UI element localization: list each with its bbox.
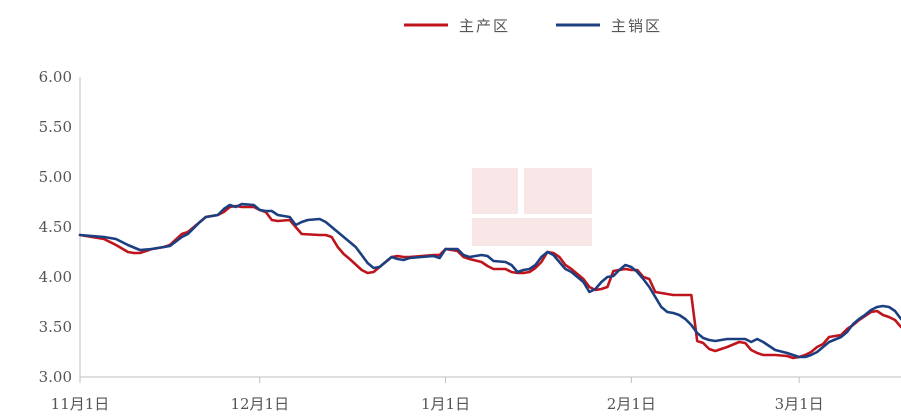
x-tick-label: 3月1日 (775, 395, 824, 413)
legend-label: 主产区 (459, 17, 510, 35)
y-tick-label: 3.50 (39, 318, 72, 336)
x-axis: 11月1日 12月1日 1月1日 2月1日 3月1日 (51, 376, 901, 413)
x-tick-label: 11月1日 (51, 395, 110, 413)
legend-label: 主销区 (611, 17, 662, 35)
y-tick-label: 4.50 (39, 218, 72, 236)
y-tick-label: 4.00 (39, 268, 72, 286)
y-axis: 3.00 3.50 4.00 4.50 5.00 5.50 6.00 (39, 68, 81, 386)
legend: 主产区 主销区 (404, 17, 662, 35)
y-tick-label: 5.50 (39, 118, 72, 136)
y-tick-label: 3.00 (39, 368, 72, 386)
y-tick-label: 5.00 (39, 168, 72, 186)
series-layer (78, 202, 901, 360)
x-tick-label: 1月1日 (421, 395, 470, 413)
watermark (472, 168, 592, 246)
series-line-2 (78, 202, 901, 359)
x-tick-label: 12月1日 (230, 395, 289, 413)
y-tick-label: 6.00 (39, 68, 72, 86)
x-tick-label: 2月1日 (607, 395, 656, 413)
